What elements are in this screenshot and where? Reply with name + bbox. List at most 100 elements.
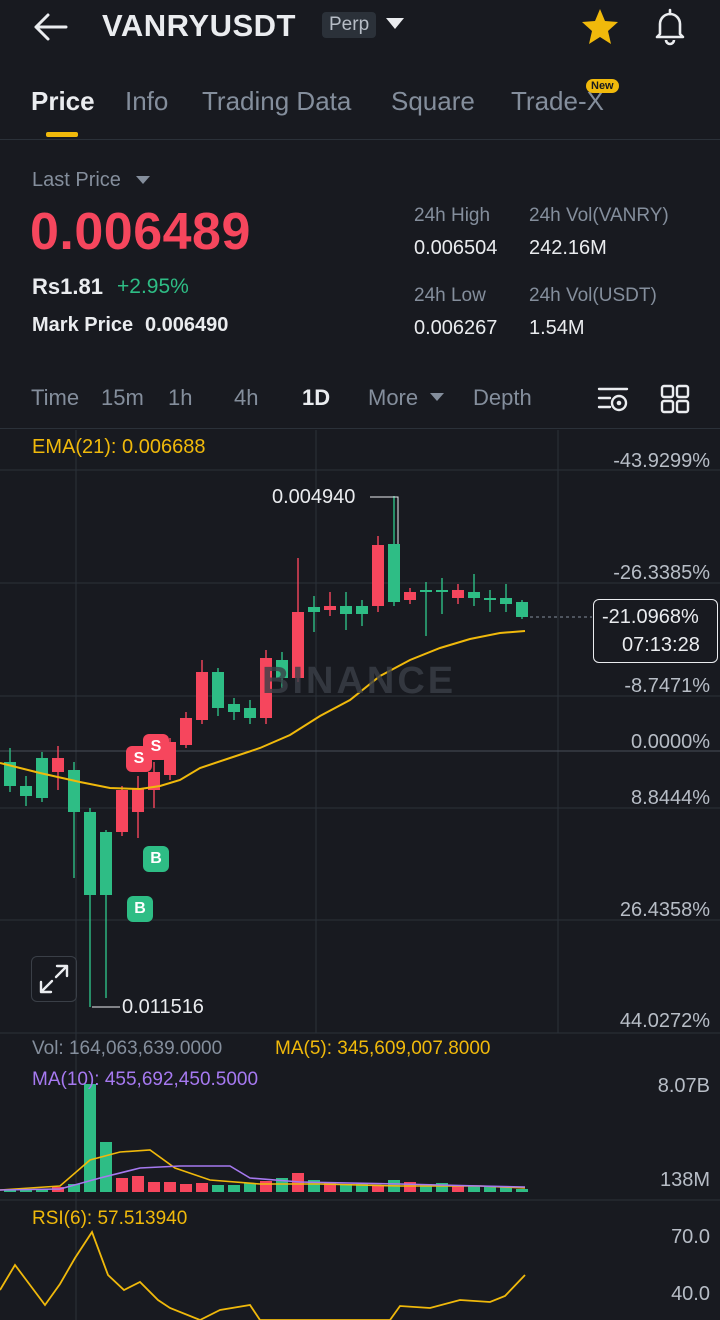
volume-bar	[436, 1183, 448, 1192]
stat-24h-vol-quote-value: 1.54M	[529, 317, 585, 339]
stat-24h-vol-base-value: 242.16M	[529, 237, 607, 259]
volume-axis-top: 8.07B	[657, 1075, 710, 1097]
volume-axis-bottom: 138M	[659, 1169, 710, 1191]
volume-bar	[36, 1189, 48, 1192]
new-badge: New	[586, 79, 619, 93]
current-price-box	[593, 599, 718, 663]
candle	[52, 758, 64, 772]
stat-24h-low-value: 0.006267	[414, 317, 498, 339]
candle	[500, 598, 512, 604]
candle	[404, 592, 416, 600]
candle	[308, 607, 320, 612]
tf-time[interactable]: Time	[31, 385, 80, 410]
price-chart[interactable]	[0, 428, 720, 1320]
tab-square[interactable]: Square	[391, 86, 475, 116]
tf-1d[interactable]: 1D	[302, 385, 331, 410]
candle	[68, 770, 80, 812]
volume-bar	[372, 1185, 384, 1192]
volume-bar	[420, 1184, 432, 1192]
volume-bar	[452, 1185, 464, 1192]
volume-bar	[180, 1184, 192, 1192]
tf-more[interactable]: More	[368, 385, 419, 410]
candle	[356, 606, 368, 614]
rsi-label: RSI(6): 57.513940	[32, 1208, 188, 1229]
pct-tick-5: 8.8444%	[631, 787, 710, 809]
tab-trading-data[interactable]: Trading Data	[202, 86, 352, 116]
candle	[132, 788, 144, 812]
candle-countdown: 07:13:28	[622, 634, 700, 656]
volume-bar	[196, 1183, 208, 1192]
candle	[340, 606, 352, 614]
volume-ma5: MA(5): 345,609,007.8000	[275, 1038, 491, 1059]
more-caret-icon[interactable]	[430, 393, 444, 401]
buy-marker[interactable]: B	[127, 896, 153, 922]
candle	[100, 832, 112, 895]
volume-bar	[20, 1189, 32, 1192]
stat-24h-high-value: 0.006504	[414, 237, 498, 259]
volume-bar	[404, 1182, 416, 1192]
vol-ma10-line	[0, 1165, 526, 1191]
volume-bar	[260, 1181, 272, 1192]
candle	[36, 758, 48, 798]
candle	[244, 708, 256, 718]
binance-watermark: BINANCE	[262, 660, 457, 702]
pct-tick-2: -26.3385%	[613, 562, 710, 584]
candle	[212, 672, 224, 708]
pct-tick-6: 26.4358%	[619, 899, 710, 921]
last-price-value: 0.006489	[30, 203, 251, 261]
volume-ma10: MA(10): 455,692,450.5000	[32, 1069, 259, 1090]
volume-bar	[500, 1187, 512, 1192]
pct-tick-7: 44.0272%	[619, 1010, 710, 1032]
volume-bar	[484, 1186, 496, 1192]
candle	[116, 790, 128, 832]
tf-4h[interactable]: 4h	[234, 385, 259, 410]
volume-bar	[228, 1185, 240, 1192]
candle	[20, 786, 32, 796]
tab-info[interactable]: Info	[125, 86, 169, 116]
expand-icon[interactable]	[31, 956, 77, 1002]
last-price-caret-icon[interactable]	[136, 176, 150, 184]
chart-settings-icon[interactable]	[596, 382, 630, 416]
rsi-line	[0, 1230, 526, 1320]
star-icon[interactable]	[580, 6, 620, 46]
bell-icon[interactable]	[650, 6, 690, 46]
sell-marker[interactable]: S	[143, 734, 169, 760]
stat-24h-vol-quote-label: 24h Vol(USDT)	[529, 285, 657, 306]
tabs-divider	[0, 139, 720, 140]
dropdown-caret-icon[interactable]	[386, 18, 404, 29]
candle	[420, 590, 432, 592]
volume-bar	[148, 1182, 160, 1192]
last-price-label[interactable]: Last Price	[32, 169, 121, 191]
volume-bar	[340, 1184, 352, 1192]
tf-15m[interactable]: 15m	[101, 385, 144, 410]
volume-bar	[68, 1184, 80, 1192]
pct-tick-3: -8.7471%	[624, 675, 710, 697]
volume-bar	[100, 1142, 112, 1192]
grid-layout-icon[interactable]	[658, 382, 692, 416]
fiat-price: Rs1.81	[32, 274, 103, 299]
stat-24h-vol-base-label: 24h Vol(VANRY)	[529, 205, 669, 226]
buy-marker[interactable]: B	[143, 846, 169, 872]
tf-1h[interactable]: 1h	[168, 385, 193, 410]
rsi-axis-bottom: 40.0	[671, 1283, 710, 1305]
candle	[276, 660, 288, 678]
stat-24h-low-label: 24h Low	[414, 285, 486, 306]
current-pct: -21.0968%	[602, 606, 699, 628]
candle	[484, 598, 496, 600]
candle	[516, 602, 528, 617]
volume-bar	[516, 1189, 528, 1192]
stat-24h-high-label: 24h High	[414, 205, 491, 226]
volume-bar	[468, 1186, 480, 1192]
candle	[388, 544, 400, 602]
active-tab-indicator	[46, 132, 78, 137]
tf-depth[interactable]: Depth	[473, 385, 532, 410]
contract-type-badge: Perp	[322, 12, 377, 38]
symbol-title[interactable]: VANRYUSDT	[102, 8, 296, 43]
tab-price[interactable]: Price	[31, 86, 95, 116]
low-annotation: 0.011516	[122, 996, 204, 1018]
mark-price-label: Mark Price	[32, 314, 134, 336]
candle	[372, 545, 384, 606]
candle	[452, 590, 464, 598]
back-arrow-icon[interactable]	[30, 10, 70, 44]
candle	[84, 812, 96, 895]
